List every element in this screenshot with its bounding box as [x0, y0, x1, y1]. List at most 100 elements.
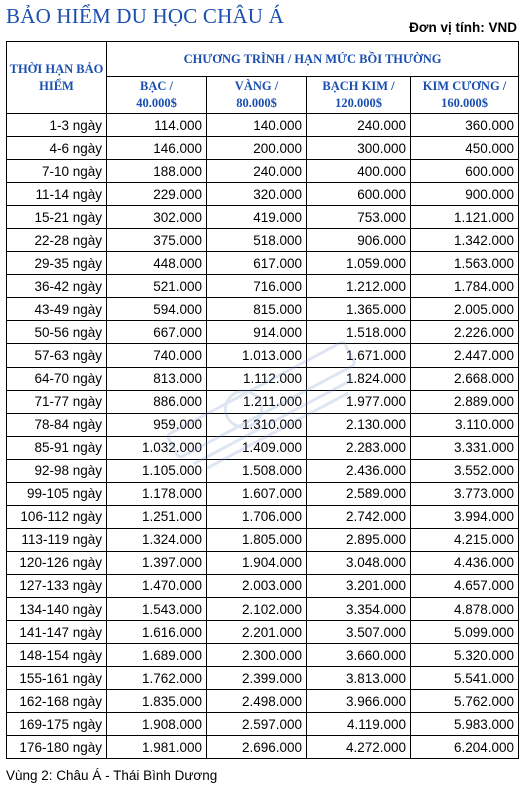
premium-cell-kimcuong: 5.541.000 — [409, 666, 520, 691]
premium-cell-bac: 813.000 — [106, 366, 207, 391]
premium-cell-vang: 1.607.000 — [206, 481, 307, 506]
table-row: 57-63 ngày 740.000 1.013.000 1.671.000 2.447… — [6, 343, 520, 368]
premium-cell-kimcuong: 6.204.000 — [409, 735, 520, 760]
plan-limit: 40.000$ — [136, 96, 177, 110]
premium-cell-vang: 2.399.000 — [206, 666, 307, 691]
premium-cell-bachkim: 2.589.000 — [306, 481, 411, 506]
period-cell: 36-42 ngày — [6, 274, 107, 299]
premium-cell-kimcuong: 4.657.000 — [409, 573, 520, 598]
premium-cell-vang: 1.904.000 — [206, 550, 307, 575]
premium-cell-bachkim: 1.977.000 — [306, 389, 411, 414]
premium-cell-bac: 1.251.000 — [106, 504, 207, 529]
premium-cell-bachkim: 400.000 — [306, 159, 411, 184]
table-row: 7-10 ngày 188.000 240.000 400.000 600.000 — [6, 159, 520, 184]
period-cell: 141-147 ngày — [6, 620, 107, 645]
period-cell: 120-126 ngày — [6, 550, 107, 575]
premium-cell-vang: 240.000 — [206, 159, 307, 184]
period-cell: 169-175 ngày — [6, 712, 107, 737]
premium-cell-bachkim: 906.000 — [306, 228, 411, 253]
premium-cell-kimcuong: 900.000 — [409, 182, 520, 207]
premium-cell-bac: 1.178.000 — [106, 481, 207, 506]
period-cell: 29-35 ngày — [6, 251, 107, 276]
premium-cell-bac: 302.000 — [106, 205, 207, 230]
period-cell: 176-180 ngày — [6, 735, 107, 760]
period-cell: 78-84 ngày — [6, 412, 107, 437]
table-row: 4-6 ngày 146.000 200.000 300.000 450.000 — [6, 136, 520, 161]
premium-cell-bac: 521.000 — [106, 274, 207, 299]
plan-limit: 80.000$ — [236, 96, 277, 110]
period-cell: 11-14 ngày — [6, 182, 107, 207]
premium-cell-bachkim: 1.365.000 — [306, 297, 411, 322]
premium-cell-bac: 188.000 — [106, 159, 207, 184]
table-row: 64-70 ngày 813.000 1.112.000 1.824.000 2.668… — [6, 366, 520, 391]
premium-cell-vang: 2.696.000 — [206, 735, 307, 760]
premium-cell-bachkim: 2.130.000 — [306, 412, 411, 437]
premium-cell-kimcuong: 2.889.000 — [409, 389, 520, 414]
premium-cell-vang: 1.409.000 — [206, 435, 307, 460]
premium-cell-bac: 1.397.000 — [106, 550, 207, 575]
unit-label: Đơn vị tính: VND — [409, 20, 517, 35]
premium-cell-bac: 1.981.000 — [106, 735, 207, 760]
period-cell: 43-49 ngày — [6, 297, 107, 322]
premium-cell-vang: 140.000 — [206, 112, 307, 138]
premium-cell-bac: 959.000 — [106, 412, 207, 437]
premium-cell-kimcuong: 360.000 — [409, 112, 520, 138]
premium-cell-bac: 375.000 — [106, 228, 207, 253]
period-cell: 50-56 ngày — [6, 320, 107, 345]
premium-cell-vang: 1.706.000 — [206, 504, 307, 529]
premium-cell-kimcuong: 600.000 — [409, 159, 520, 184]
plan-header-bac: BẠC / 40.000$ — [106, 76, 207, 114]
premium-cell-bac: 1.908.000 — [106, 712, 207, 737]
premium-cell-vang: 2.597.000 — [206, 712, 307, 737]
period-cell: 92-98 ngày — [6, 458, 107, 483]
premium-cell-bac: 1.616.000 — [106, 620, 207, 645]
premium-cell-kimcuong: 5.762.000 — [409, 689, 520, 714]
premium-cell-vang: 1.310.000 — [206, 412, 307, 437]
period-cell: 85-91 ngày — [6, 435, 107, 460]
plan-header-vang: VÀNG / 80.000$ — [206, 76, 307, 114]
premium-cell-bachkim: 2.742.000 — [306, 504, 411, 529]
premium-cell-bac: 229.000 — [106, 182, 207, 207]
premium-cell-bac: 1.032.000 — [106, 435, 207, 460]
table-row: 71-77 ngày 886.000 1.211.000 1.977.000 2.889… — [6, 389, 520, 414]
premium-cell-vang: 815.000 — [206, 297, 307, 322]
premium-cell-bachkim: 240.000 — [306, 112, 411, 138]
premium-cell-bachkim: 4.272.000 — [306, 735, 411, 760]
table-row: 11-14 ngày 229.000 320.000 600.000 900.000 — [6, 182, 520, 207]
premium-cell-bachkim: 3.201.000 — [306, 573, 411, 598]
premium-cell-vang: 200.000 — [206, 136, 307, 161]
premium-cell-kimcuong: 4.436.000 — [409, 550, 520, 575]
table-row: 106-112 ngày 1.251.000 1.706.000 2.742.000 3… — [6, 504, 520, 529]
premium-cell-bac: 1.543.000 — [106, 596, 207, 622]
premium-cell-kimcuong: 3.331.000 — [409, 435, 520, 460]
premium-cell-bachkim: 1.059.000 — [306, 251, 411, 276]
plan-name: VÀNG / — [234, 79, 279, 93]
premium-cell-vang: 716.000 — [206, 274, 307, 299]
table-row: 29-35 ngày 448.000 617.000 1.059.000 1.563.0… — [6, 251, 520, 276]
premium-cell-bachkim: 300.000 — [306, 136, 411, 161]
premium-cell-kimcuong: 3.773.000 — [409, 481, 520, 506]
premium-cell-bachkim: 4.119.000 — [306, 712, 411, 737]
premium-cell-bac: 667.000 — [106, 320, 207, 345]
region-footer: Vùng 2: Châu Á - Thái Bình Dương — [6, 768, 218, 783]
period-cell: 127-133 ngày — [6, 573, 107, 598]
premium-cell-bac: 886.000 — [106, 389, 207, 414]
table-body: 1-3 ngày 114.000 140.000 240.000 360.000 4-6 … — [6, 112, 520, 760]
table-row: 120-126 ngày 1.397.000 1.904.000 3.048.000 4… — [6, 550, 520, 575]
table-row: 113-119 ngày 1.324.000 1.805.000 2.895.000 4… — [6, 527, 520, 552]
table-row: 22-28 ngày 375.000 518.000 906.000 1.342.000 — [6, 228, 520, 253]
premium-cell-bac: 448.000 — [106, 251, 207, 276]
table-row: 92-98 ngày 1.105.000 1.508.000 2.436.000 3.5… — [6, 458, 520, 483]
premium-cell-bachkim: 1.518.000 — [306, 320, 411, 345]
premium-cell-vang: 1.112.000 — [206, 366, 307, 391]
plan-limit: 160.000$ — [441, 96, 488, 110]
table-row: 1-3 ngày 114.000 140.000 240.000 360.000 — [6, 112, 520, 138]
premium-cell-vang: 1.013.000 — [206, 343, 307, 368]
period-cell: 134-140 ngày — [6, 596, 107, 622]
premium-cell-kimcuong: 1.784.000 — [409, 274, 520, 299]
premium-cell-kimcuong: 450.000 — [409, 136, 520, 161]
premium-cell-bachkim: 1.671.000 — [306, 343, 411, 368]
plan-group-header: CHƯƠNG TRÌNH / HẠN MỨC BỒI THƯỜNG — [105, 41, 520, 77]
period-cell: 7-10 ngày — [6, 159, 107, 184]
premium-cell-vang: 320.000 — [206, 182, 307, 207]
